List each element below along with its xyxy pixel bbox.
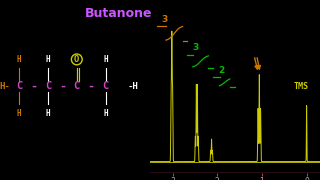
Text: 2: 2 bbox=[219, 66, 225, 75]
Text: C: C bbox=[45, 81, 51, 91]
Text: H: H bbox=[17, 55, 21, 64]
Text: -: - bbox=[59, 80, 66, 93]
Text: O: O bbox=[74, 55, 79, 64]
Text: -: - bbox=[88, 80, 95, 93]
Text: C: C bbox=[102, 81, 109, 91]
Text: -H: -H bbox=[127, 82, 138, 91]
Text: H-: H- bbox=[0, 82, 10, 91]
Text: H: H bbox=[46, 109, 50, 118]
Text: H: H bbox=[17, 109, 21, 118]
Text: C: C bbox=[16, 81, 22, 91]
Text: 3: 3 bbox=[192, 43, 198, 52]
Text: -: - bbox=[30, 80, 37, 93]
Text: H: H bbox=[46, 55, 50, 64]
Text: TMS: TMS bbox=[293, 82, 308, 91]
Text: C: C bbox=[74, 81, 80, 91]
Text: H: H bbox=[103, 109, 108, 118]
Text: H: H bbox=[103, 55, 108, 64]
Text: Butanone: Butanone bbox=[85, 7, 153, 20]
Text: 3: 3 bbox=[162, 15, 168, 24]
